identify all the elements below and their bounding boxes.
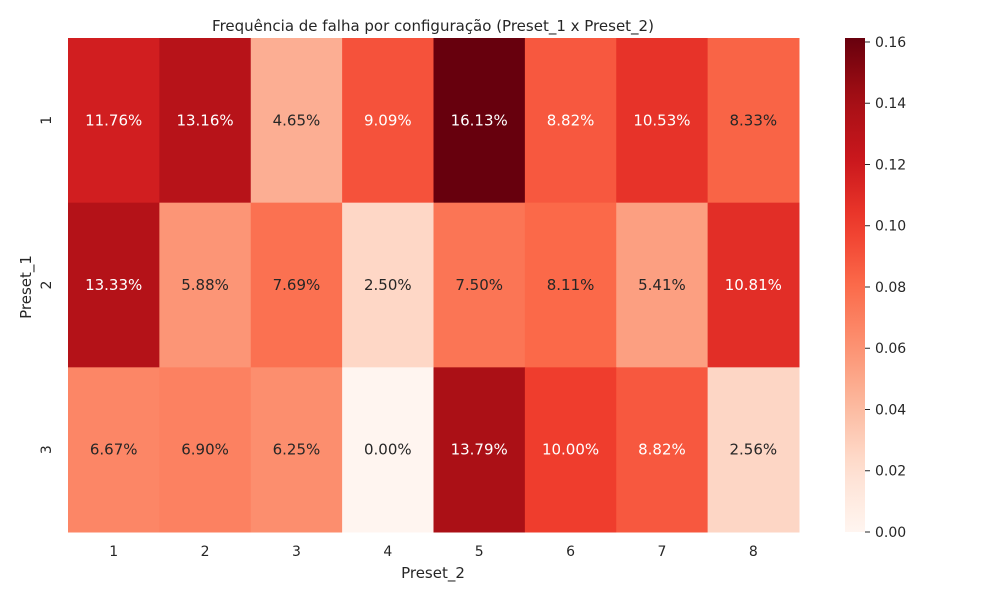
heatmap-cell xyxy=(616,202,709,368)
cell-value-label: 13.79% xyxy=(451,441,508,459)
cell-value-label: 0.00% xyxy=(364,441,412,459)
heatmap-cell xyxy=(68,202,160,368)
heatmap-cell xyxy=(524,38,617,204)
x-tick-label: 8 xyxy=(749,544,758,560)
y-axis-ticks: 1 2 3 xyxy=(39,116,55,454)
cell-value-label: 8.82% xyxy=(547,111,595,129)
cell-value-label: 4.65% xyxy=(273,111,321,129)
heatmap-cell xyxy=(250,202,343,368)
cell-value-label: 10.53% xyxy=(633,111,690,129)
x-axis-ticks: 1 2 3 4 5 6 7 8 xyxy=(109,544,758,560)
heatmap-cell xyxy=(159,202,252,368)
chart-title: Frequência de falha por configuração (Pr… xyxy=(212,17,654,36)
colorbar: 0.00 0.02 0.04 0.06 0.08 0.10 0.12 0.14 0.16 xyxy=(845,35,906,541)
heatmap-cell xyxy=(342,202,434,368)
colorbar-tick-label: 0.00 xyxy=(875,525,906,541)
cell-value-label: 13.16% xyxy=(176,111,233,129)
cell-value-label: 8.82% xyxy=(638,441,686,459)
heatmap-cell xyxy=(433,367,526,533)
colorbar-gradient xyxy=(845,38,865,532)
x-tick-label: 5 xyxy=(475,544,484,560)
cell-value-label: 16.13% xyxy=(451,111,508,129)
colorbar-tick-label: 0.02 xyxy=(875,464,906,480)
colorbar-tick-label: 0.14 xyxy=(875,96,906,112)
heatmap-cell xyxy=(342,367,434,533)
cell-value-label: 5.41% xyxy=(638,276,686,294)
cell-value-label: 10.00% xyxy=(542,441,599,459)
heatmap-cell xyxy=(159,38,252,204)
heatmap-cell xyxy=(616,367,709,533)
cell-value-label: 5.88% xyxy=(181,276,229,294)
cell-value-label: 10.81% xyxy=(725,276,782,294)
x-tick-label: 6 xyxy=(566,544,575,560)
heatmap-cell xyxy=(707,367,800,533)
heatmap-cell xyxy=(159,367,252,533)
heatmap-cell xyxy=(250,367,343,533)
x-tick-label: 4 xyxy=(383,544,392,560)
heatmap-cell xyxy=(616,38,709,204)
colorbar-tick-label: 0.10 xyxy=(875,219,906,235)
heatmap-cell xyxy=(68,38,160,204)
x-tick-label: 7 xyxy=(657,544,666,560)
colorbar-tick-label: 0.06 xyxy=(875,341,906,357)
cell-value-label: 8.33% xyxy=(729,111,777,129)
heatmap-cell xyxy=(342,38,434,204)
heatmap-cells: 11.76% 13.16% 4.65% 9.09% 16.13% 8.82% 10.53% 8… xyxy=(68,38,800,533)
x-tick-label: 2 xyxy=(201,544,210,560)
heatmap-cell xyxy=(433,38,526,204)
cell-value-label: 9.09% xyxy=(364,111,412,129)
colorbar-tick-label: 0.12 xyxy=(875,157,906,173)
heatmap-cell xyxy=(250,38,343,204)
y-tick-label: 1 xyxy=(39,116,55,125)
y-tick-label: 3 xyxy=(39,445,55,454)
cell-value-label: 8.11% xyxy=(547,276,595,294)
cell-value-label: 6.90% xyxy=(181,441,229,459)
cell-value-label: 6.25% xyxy=(273,441,321,459)
cell-value-label: 7.69% xyxy=(273,276,321,294)
x-axis-label: Preset_2 xyxy=(401,564,465,583)
heatmap-cell xyxy=(707,202,800,368)
y-axis-label: Preset_1 xyxy=(17,255,36,319)
colorbar-ticks: 0.00 0.02 0.04 0.06 0.08 0.10 0.12 0.14 0.16 xyxy=(865,35,906,541)
cell-value-label: 6.67% xyxy=(90,441,138,459)
colorbar-tick-label: 0.16 xyxy=(875,35,906,51)
heatmap-cell xyxy=(68,367,160,533)
colorbar-tick-label: 0.08 xyxy=(875,280,906,296)
cell-value-label: 2.50% xyxy=(364,276,412,294)
cell-value-label: 2.56% xyxy=(729,441,777,459)
colorbar-tick-label: 0.04 xyxy=(875,402,906,418)
y-tick-label: 2 xyxy=(39,281,55,290)
cell-value-label: 11.76% xyxy=(85,111,142,129)
cell-value-label: 7.50% xyxy=(455,276,503,294)
heatmap-cell xyxy=(433,202,526,368)
x-tick-label: 3 xyxy=(292,544,301,560)
heatmap-cell xyxy=(524,202,617,368)
heatmap-cell xyxy=(524,367,617,533)
cell-value-label: 13.33% xyxy=(85,276,142,294)
x-tick-label: 1 xyxy=(109,544,118,560)
heatmap-cell xyxy=(707,38,800,204)
